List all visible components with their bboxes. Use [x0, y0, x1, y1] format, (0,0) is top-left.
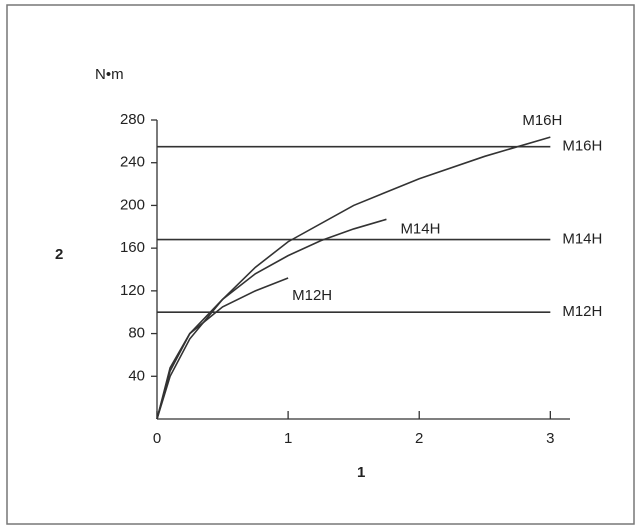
x-tick-label: 3 [546, 430, 554, 447]
y-axis-title: 2 [55, 246, 63, 263]
series-label: M12H [562, 303, 602, 320]
x-tick-label: 0 [153, 430, 161, 447]
series-line [156, 218, 387, 420]
series-label: M14H [562, 231, 602, 248]
series-line [156, 136, 551, 420]
x-tick-label: 2 [415, 430, 423, 447]
y-unit: N•m [95, 66, 124, 83]
y-tick-label: 200 [120, 196, 145, 213]
series-label: M16H [562, 138, 602, 155]
y-tick-label: 40 [128, 367, 145, 384]
y-tick-label: 120 [120, 282, 145, 299]
y-tick-label: 240 [120, 154, 145, 171]
series-label: M12H [292, 287, 332, 304]
frame [6, 4, 635, 525]
x-tick-label: 1 [284, 430, 292, 447]
y-tick-label: 80 [128, 325, 145, 342]
y-tick-label: 280 [120, 111, 145, 128]
series-label: M14H [400, 220, 440, 237]
x-axis-title: 1 [357, 464, 365, 481]
y-tick-label: 160 [120, 239, 145, 256]
series-label: M16H [522, 112, 562, 129]
series-line [156, 277, 289, 420]
